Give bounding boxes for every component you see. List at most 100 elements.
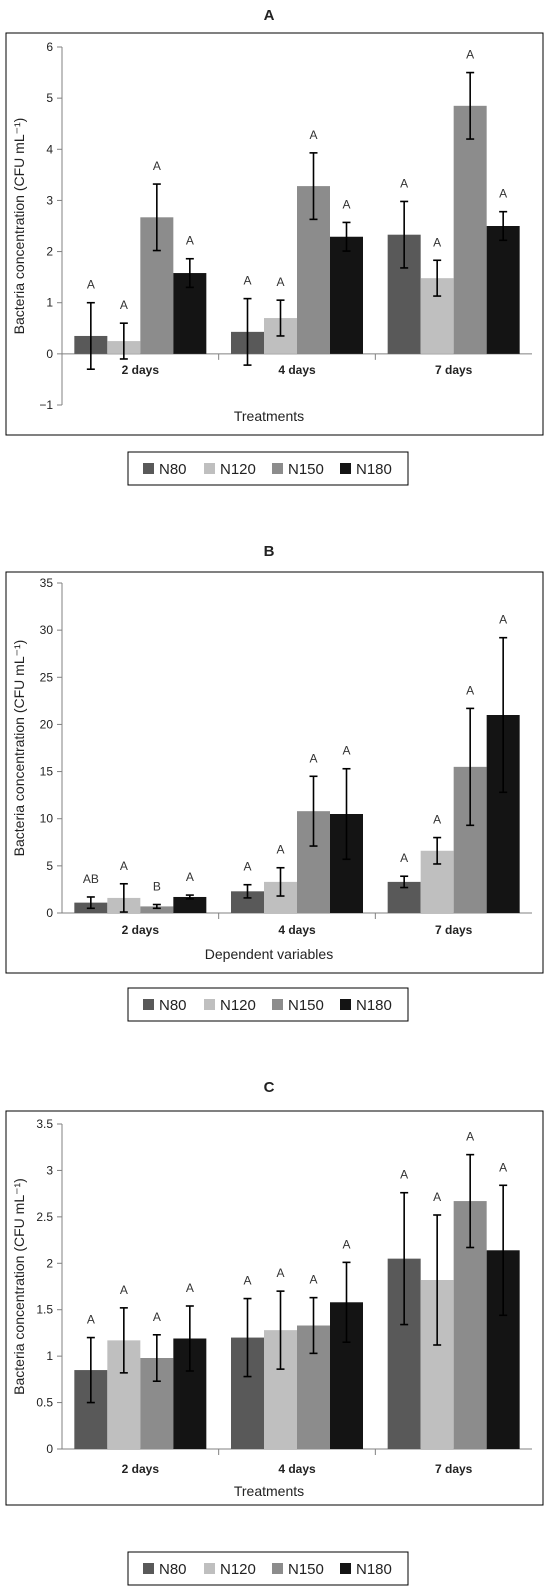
chart-frame	[5, 32, 544, 436]
significance-label: A	[276, 843, 284, 857]
legend-swatch	[204, 1563, 215, 1574]
x-category-label: 4 days	[278, 1462, 316, 1476]
chart-panel-b: B 0 5 10 15 20 25 30 35 Bacteria concentration (C…	[5, 543, 544, 1022]
legend: N80 N120 N150 N180	[127, 1551, 409, 1586]
significance-label: A	[243, 860, 251, 874]
legend-swatch	[143, 1563, 154, 1574]
legend-label: N120	[220, 461, 256, 478]
y-tick-label: 2.5	[36, 1210, 53, 1224]
significance-label: A	[153, 1310, 161, 1324]
x-category-label: 2 days	[122, 1462, 160, 1476]
legend-box	[127, 1551, 409, 1586]
y-axis-label: Bacteria concentration (CFU mL⁻¹)	[11, 118, 27, 335]
significance-label: A	[499, 187, 507, 201]
x-axis-label: Dependent variables	[205, 946, 333, 962]
legend-label: N150	[288, 1561, 324, 1578]
x-category-label: 7 days	[435, 923, 473, 937]
bar-n180	[486, 226, 520, 354]
chart-frame	[5, 1110, 544, 1506]
panel-title: A	[264, 7, 275, 24]
y-tick-label: 15	[40, 765, 54, 779]
chart-panel-c: C 0 0.5 1 1.5 2 2.5 3 3.5 Bacteria concentration …	[5, 1079, 544, 1586]
significance-label: A	[433, 235, 441, 249]
y-tick-label: 4	[46, 142, 53, 156]
legend-swatch	[204, 463, 215, 474]
significance-label: A	[433, 1190, 441, 1204]
x-axis-label: Treatments	[234, 408, 304, 424]
legend-swatch	[272, 1563, 283, 1574]
legend-swatch	[272, 999, 283, 1010]
chart-panel-a: A −1 0 1 2 3 4 5 6 Bacteria concentration (CFU mL…	[5, 7, 544, 486]
y-tick-label: 3	[46, 193, 53, 207]
significance-label: A	[342, 1237, 350, 1251]
significance-label: A	[87, 278, 95, 292]
legend-label: N180	[356, 1561, 392, 1578]
panel-title: B	[264, 543, 275, 560]
y-tick-label: 30	[40, 623, 54, 637]
bar-n150	[453, 105, 487, 354]
y-tick-label: 20	[40, 717, 54, 731]
legend-label: N150	[288, 997, 324, 1014]
legend-label: N180	[356, 461, 392, 478]
legend-label: N80	[159, 1561, 187, 1578]
significance-label: A	[186, 234, 194, 248]
y-tick-label: 0.5	[36, 1396, 53, 1410]
significance-label: A	[466, 683, 474, 697]
significance-label: A	[342, 197, 350, 211]
y-axis-label: Bacteria concentration (CFU mL⁻¹)	[11, 1178, 27, 1395]
legend-swatch	[204, 999, 215, 1010]
significance-label: A	[87, 1313, 95, 1327]
y-axis-label: Bacteria concentration (CFU mL⁻¹)	[11, 640, 27, 857]
significance-label: A	[466, 48, 474, 62]
y-tick-label: 6	[46, 40, 53, 54]
significance-label: A	[400, 176, 408, 190]
x-category-label: 4 days	[278, 363, 316, 377]
bar-n150	[140, 906, 174, 913]
bar-n180	[330, 236, 363, 354]
legend-swatch	[272, 463, 283, 474]
legend-label: N80	[159, 461, 187, 478]
y-tick-label: 10	[40, 812, 54, 826]
legend-swatch	[143, 463, 154, 474]
x-axis-label: Treatments	[234, 1483, 304, 1499]
y-tick-label: 0	[46, 347, 53, 361]
significance-label: A	[186, 1281, 194, 1295]
significance-label: A	[400, 1168, 408, 1182]
legend-label: N180	[356, 997, 392, 1014]
legend-label: N120	[220, 997, 256, 1014]
significance-label: A	[499, 613, 507, 627]
y-tick-label: 2	[46, 1256, 53, 1270]
significance-label: A	[400, 851, 408, 865]
bar-n180	[173, 896, 207, 913]
x-category-label: 4 days	[278, 923, 316, 937]
x-category-label: 7 days	[435, 1462, 473, 1476]
significance-label: A	[243, 1274, 251, 1288]
y-tick-label: −1	[39, 398, 53, 412]
significance-label: A	[243, 274, 251, 288]
y-tick-label: 0	[46, 906, 53, 920]
legend-box	[127, 987, 409, 1022]
legend-box	[127, 451, 409, 486]
legend-swatch	[340, 999, 351, 1010]
x-category-label: 7 days	[435, 363, 473, 377]
significance-label: AB	[83, 872, 99, 886]
x-category-label: 2 days	[122, 923, 160, 937]
y-tick-label: 5	[46, 91, 53, 105]
y-tick-label: 25	[40, 670, 54, 684]
y-tick-label: 5	[46, 859, 53, 873]
y-tick-label: 3	[46, 1163, 53, 1177]
significance-label: A	[186, 870, 194, 884]
legend-label: N120	[220, 1561, 256, 1578]
significance-label: A	[276, 1266, 284, 1280]
legend-swatch	[340, 1563, 351, 1574]
y-tick-label: 2	[46, 245, 53, 259]
significance-label: B	[153, 880, 161, 894]
legend: N80 N120 N150 N180	[127, 987, 409, 1022]
y-tick-label: 3.5	[36, 1117, 53, 1131]
panel-title: C	[264, 1079, 275, 1096]
y-tick-label: 1	[46, 1349, 53, 1363]
significance-label: A	[499, 1160, 507, 1174]
legend: N80 N120 N150 N180	[127, 451, 409, 486]
y-tick-label: 0	[46, 1442, 53, 1456]
significance-label: A	[466, 1130, 474, 1144]
